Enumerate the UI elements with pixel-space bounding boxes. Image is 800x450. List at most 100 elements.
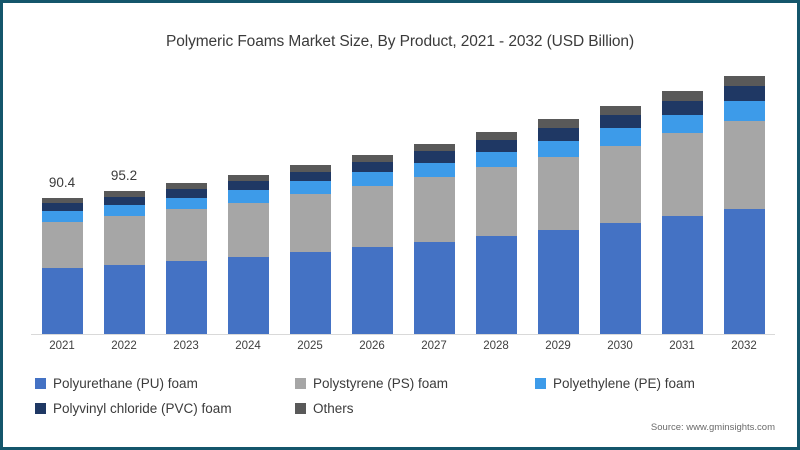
bar-segment-others[interactable]: [599, 105, 641, 115]
bar-segment-polyethylene-pe-foam[interactable]: [475, 151, 517, 168]
bar-segment-polyurethane-pu-foam[interactable]: [103, 264, 145, 335]
bar-segment-polystyrene-ps-foam[interactable]: [723, 120, 765, 209]
bar-stack: [103, 191, 145, 335]
bar-column-2028[interactable]: [475, 132, 517, 335]
legend-swatch-polyethylene-pe-foam: [535, 378, 546, 389]
bar-segment-polystyrene-ps-foam[interactable]: [599, 145, 641, 224]
bar-column-2022[interactable]: 95.2: [103, 168, 145, 335]
bar-segment-others[interactable]: [41, 198, 83, 204]
legend-item-polyethylene-pe-foam[interactable]: Polyethylene (PE) foam: [535, 376, 695, 391]
bar-column-2030[interactable]: [599, 105, 641, 335]
bar-segment-polyvinyl-chloride-pvc-foam[interactable]: [661, 100, 703, 116]
bar-column-2031[interactable]: [661, 91, 703, 335]
legend-row-2: Polyvinyl chloride (PVC) foam Others: [35, 396, 775, 421]
bar-segment-others[interactable]: [413, 143, 455, 152]
bar-segment-polyurethane-pu-foam[interactable]: [475, 236, 517, 335]
bar-column-2023[interactable]: [165, 183, 207, 335]
bar-segment-polyethylene-pe-foam[interactable]: [537, 140, 579, 157]
bar-column-2026[interactable]: [351, 154, 393, 335]
bar-column-2025[interactable]: [289, 164, 331, 335]
bar-segment-polystyrene-ps-foam[interactable]: [537, 156, 579, 230]
x-axis-tick-2029: 2029: [545, 340, 571, 352]
x-axis-tick-2028: 2028: [483, 340, 509, 352]
bar-segment-polyvinyl-chloride-pvc-foam[interactable]: [41, 203, 83, 212]
bar-segment-others[interactable]: [289, 164, 331, 172]
bar-segment-polyvinyl-chloride-pvc-foam[interactable]: [723, 85, 765, 101]
bar-segment-polystyrene-ps-foam[interactable]: [661, 133, 703, 217]
legend-label-polyethylene-pe-foam: Polyethylene (PE) foam: [553, 376, 695, 391]
bar-segment-others[interactable]: [537, 119, 579, 128]
bar-segment-polystyrene-ps-foam[interactable]: [103, 216, 145, 265]
bar-column-2029[interactable]: [537, 119, 579, 335]
bar-segment-others[interactable]: [351, 154, 393, 162]
bar-segment-polyethylene-pe-foam[interactable]: [165, 197, 207, 210]
bar-segment-polyurethane-pu-foam[interactable]: [723, 208, 765, 335]
legend-swatch-polyvinyl-chloride-pvc-foam: [35, 403, 46, 414]
bar-segment-polyurethane-pu-foam[interactable]: [41, 268, 83, 335]
bar-segment-polystyrene-ps-foam[interactable]: [475, 167, 517, 237]
bar-segment-polyvinyl-chloride-pvc-foam[interactable]: [289, 171, 331, 182]
bar-column-2032[interactable]: [723, 75, 765, 335]
bar-segment-polystyrene-ps-foam[interactable]: [289, 194, 331, 253]
x-axis-tick-2024: 2024: [235, 340, 261, 352]
bar-segment-polyvinyl-chloride-pvc-foam[interactable]: [103, 196, 145, 206]
bar-segment-polyurethane-pu-foam[interactable]: [661, 216, 703, 335]
bar-segment-polyvinyl-chloride-pvc-foam[interactable]: [413, 151, 455, 163]
bar-segment-polyethylene-pe-foam[interactable]: [351, 172, 393, 187]
x-axis-tick-2022: 2022: [111, 340, 137, 352]
bar-stack: [227, 174, 269, 335]
bar-segment-polyurethane-pu-foam[interactable]: [227, 256, 269, 335]
bar-segment-polyethylene-pe-foam[interactable]: [599, 128, 641, 146]
bar-segment-polyethylene-pe-foam[interactable]: [227, 190, 269, 203]
bar-segment-polyvinyl-chloride-pvc-foam[interactable]: [537, 127, 579, 141]
bar-segment-others[interactable]: [475, 132, 517, 140]
bar-segment-polyvinyl-chloride-pvc-foam[interactable]: [475, 139, 517, 152]
bar-segment-polyvinyl-chloride-pvc-foam[interactable]: [227, 180, 269, 191]
x-axis-tick-2030: 2030: [607, 340, 633, 352]
legend-item-others[interactable]: Others: [295, 401, 354, 416]
bar-segment-polyethylene-pe-foam[interactable]: [413, 162, 455, 178]
bar-segment-polyurethane-pu-foam[interactable]: [289, 252, 331, 335]
bar-stack: [413, 143, 455, 335]
bar-segment-polyethylene-pe-foam[interactable]: [103, 205, 145, 217]
bar-segment-others[interactable]: [165, 183, 207, 190]
bar-segment-others[interactable]: [723, 75, 765, 86]
bar-segment-polyethylene-pe-foam[interactable]: [723, 100, 765, 121]
chart-title: Polymeric Foams Market Size, By Product,…: [165, 33, 635, 50]
bar-segment-polyvinyl-chloride-pvc-foam[interactable]: [599, 114, 641, 129]
bar-segment-others[interactable]: [227, 174, 269, 181]
legend-item-polyurethane-pu-foam[interactable]: Polyurethane (PU) foam: [35, 376, 295, 391]
bar-column-2021[interactable]: 90.4: [41, 175, 83, 335]
bar-segment-polyethylene-pe-foam[interactable]: [661, 115, 703, 134]
bar-segment-polyurethane-pu-foam[interactable]: [165, 260, 207, 335]
bar-value-label-2021: 90.4: [48, 175, 76, 191]
chart-legend: Polyurethane (PU) foam Polystyrene (PS) …: [35, 371, 775, 421]
legend-label-polyvinyl-chloride-pvc-foam: Polyvinyl chloride (PVC) foam: [53, 401, 232, 416]
bar-segment-polystyrene-ps-foam[interactable]: [413, 177, 455, 242]
legend-item-polystyrene-ps-foam[interactable]: Polystyrene (PS) foam: [295, 376, 535, 391]
bar-segment-polyethylene-pe-foam[interactable]: [41, 211, 83, 222]
bar-segment-polyurethane-pu-foam[interactable]: [413, 241, 455, 335]
bar-segment-others[interactable]: [103, 191, 145, 197]
bar-segment-polystyrene-ps-foam[interactable]: [227, 202, 269, 257]
bar-segment-polystyrene-ps-foam[interactable]: [165, 209, 207, 261]
bar-column-2027[interactable]: [413, 143, 455, 335]
legend-item-polyvinyl-chloride-pvc-foam[interactable]: Polyvinyl chloride (PVC) foam: [35, 401, 295, 416]
bar-segment-polyvinyl-chloride-pvc-foam[interactable]: [351, 161, 393, 173]
x-axis-tick-2023: 2023: [173, 340, 199, 352]
bar-stack: [475, 132, 517, 335]
bar-segment-polyurethane-pu-foam[interactable]: [537, 229, 579, 335]
bar-column-2024[interactable]: [227, 174, 269, 335]
x-axis-tick-2025: 2025: [297, 340, 323, 352]
bar-segment-polyurethane-pu-foam[interactable]: [351, 247, 393, 335]
bar-stack: [661, 91, 703, 335]
bar-segment-polyurethane-pu-foam[interactable]: [599, 223, 641, 335]
bar-segment-polyvinyl-chloride-pvc-foam[interactable]: [165, 189, 207, 198]
bar-segment-polystyrene-ps-foam[interactable]: [41, 221, 83, 269]
bar-segment-polystyrene-ps-foam[interactable]: [351, 186, 393, 248]
axis-baseline: [31, 334, 775, 335]
bar-segment-polyethylene-pe-foam[interactable]: [289, 181, 331, 195]
legend-label-others: Others: [313, 401, 354, 416]
bar-segment-others[interactable]: [661, 91, 703, 101]
bar-stack: [351, 154, 393, 335]
